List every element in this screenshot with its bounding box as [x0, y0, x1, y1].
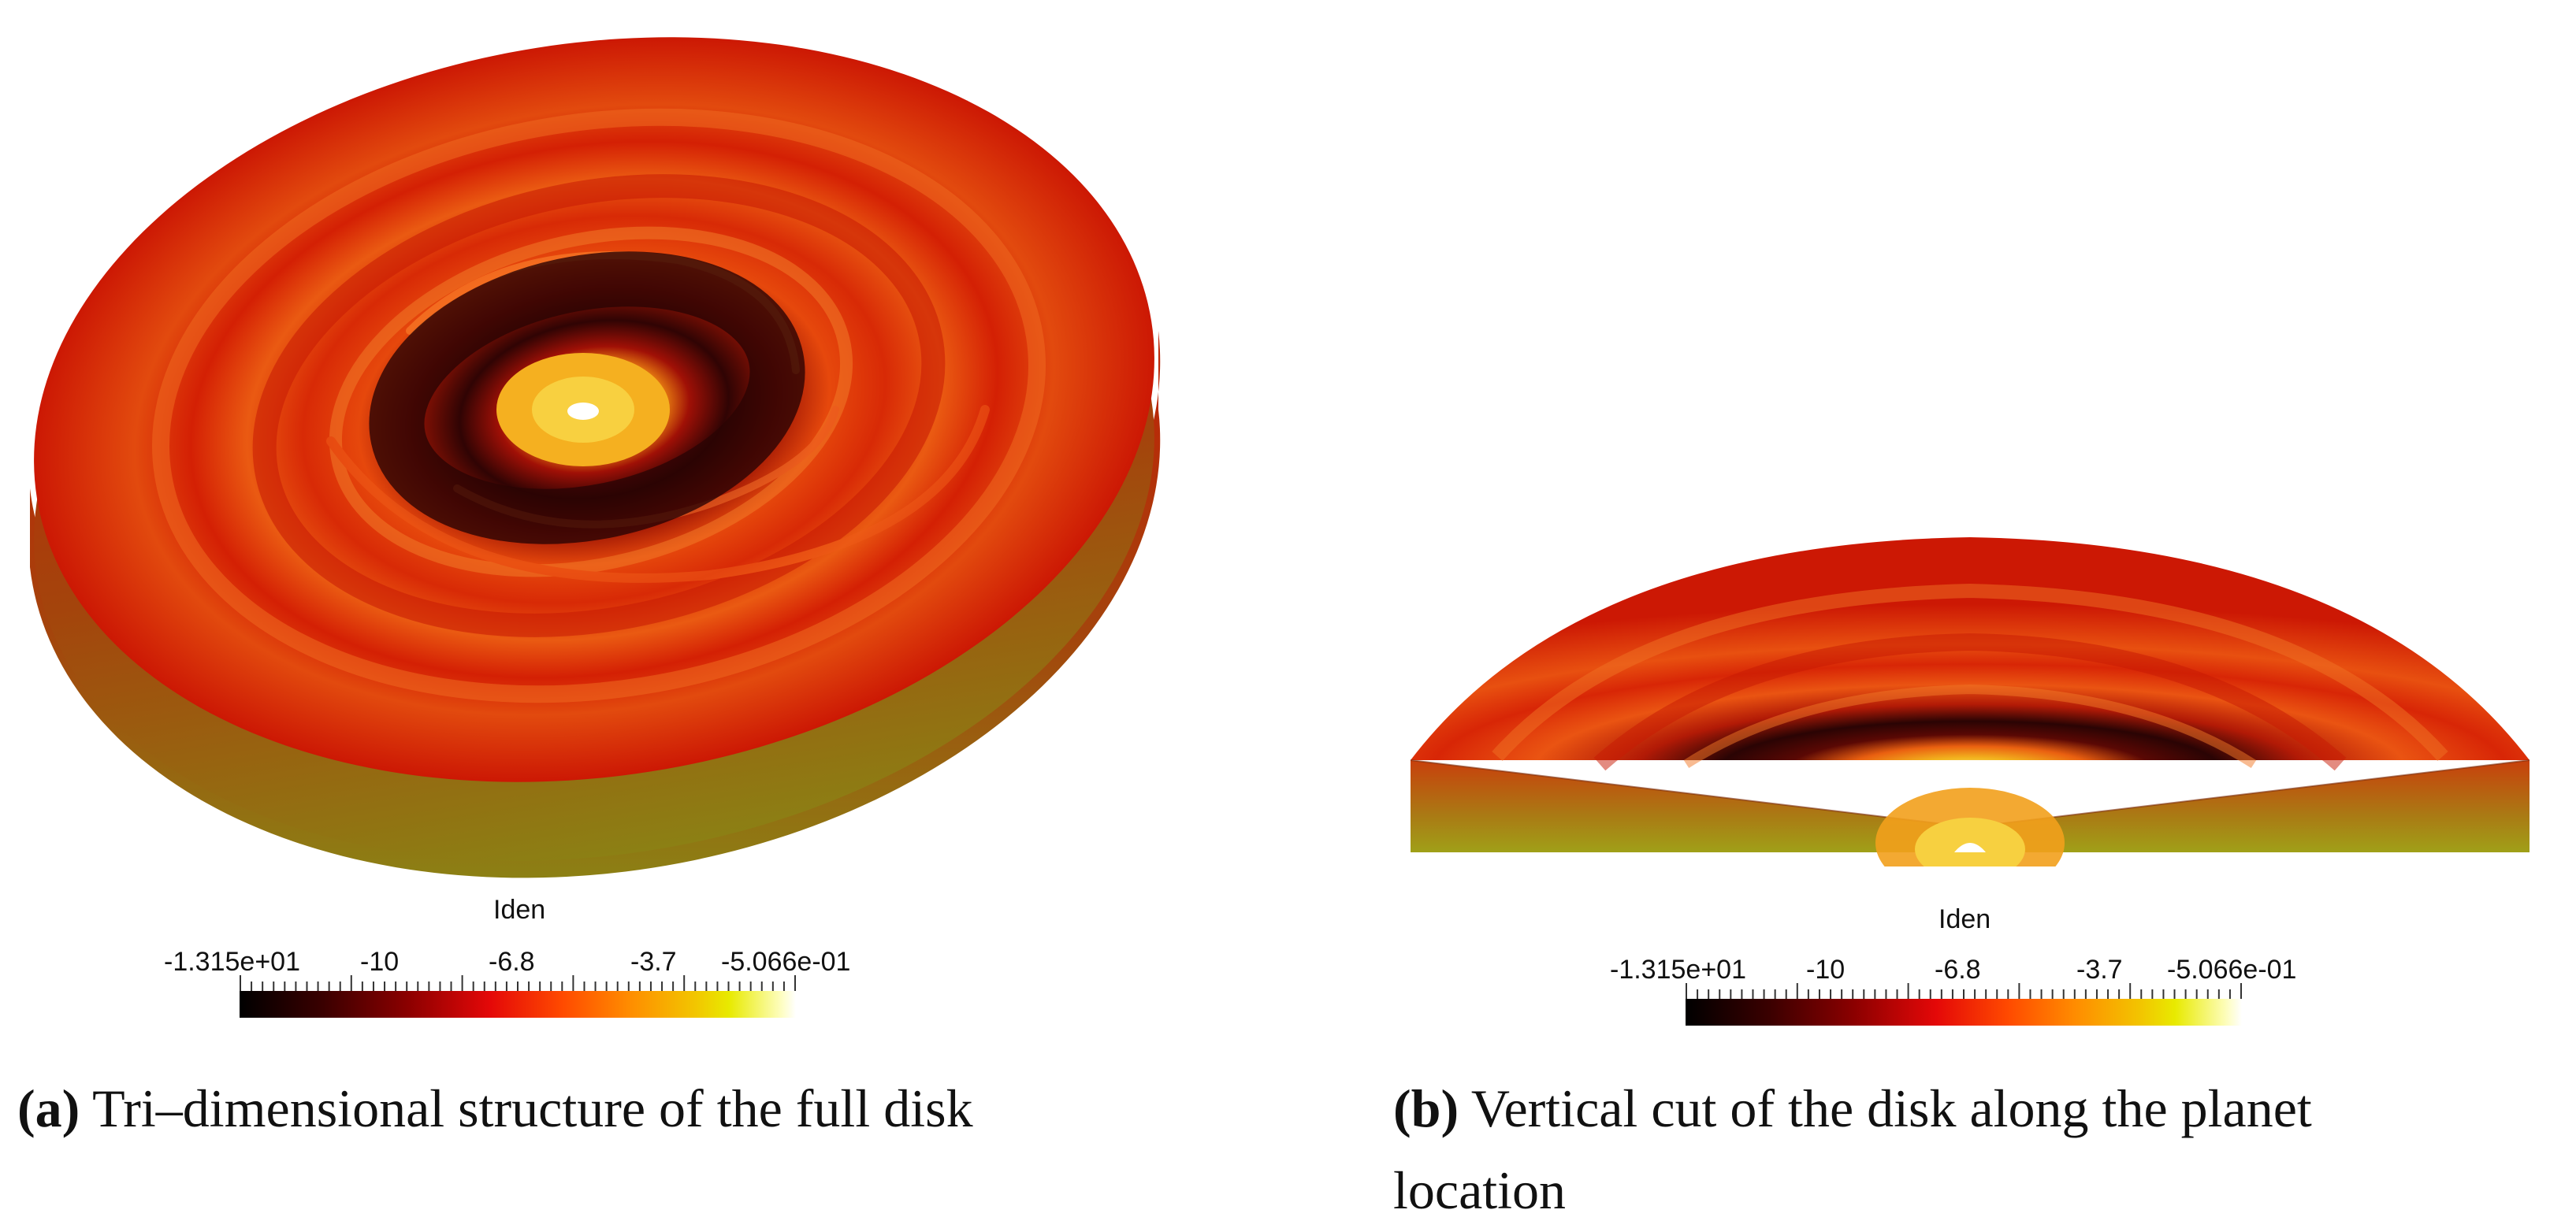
colorbar-b-tick-label: -3.7: [2076, 955, 2123, 985]
colorbar-b-tick-label: -6.8: [1935, 955, 1981, 985]
cut-wall: [1411, 760, 2530, 852]
caption-b-tag: (b): [1393, 1078, 1459, 1138]
colorbar-a-tick-label: -10: [360, 947, 400, 977]
colorbar-b: [1686, 999, 2242, 1026]
colorbar-b-tick-label: -5.066e-01: [2167, 955, 2297, 985]
caption-b: (b) Vertical cut of the disk along the p…: [1393, 1067, 2559, 1231]
colorbar-a-ticks: [240, 975, 796, 991]
disk-gap: [369, 251, 805, 544]
colorbar-b-ticks: [1686, 983, 2242, 999]
colorbar-a-tick-label: -1.315e+01: [164, 947, 300, 977]
disk-3d-render: [30, 37, 1161, 878]
colorbar-a-title: Iden: [493, 895, 546, 925]
disk-cut-render: [1410, 537, 2530, 866]
colorbar-a-tick-label: -3.7: [630, 947, 677, 977]
colorbar-a-tick-label: -5.066e-01: [721, 947, 851, 977]
colorbar-b-title: Iden: [1939, 904, 1991, 934]
colorbar-a-tick-label: -6.8: [489, 947, 535, 977]
colorbar-b-tick-label: -10: [1806, 955, 1846, 985]
colorbar-a: [240, 991, 796, 1018]
caption-b-text-line2: location: [1393, 1160, 1567, 1220]
disk-inner-hole: [567, 403, 599, 420]
caption-b-text-line1: Vertical cut of the disk along the plane…: [1470, 1078, 2312, 1138]
colorbar-b-tick-label: -1.315e+01: [1610, 955, 1746, 985]
caption-a-text: Tri–dimensional structure of the full di…: [92, 1078, 973, 1138]
caption-a-tag: (a): [17, 1078, 80, 1138]
caption-a: (a) Tri–dimensional structure of the ful…: [17, 1067, 973, 1149]
